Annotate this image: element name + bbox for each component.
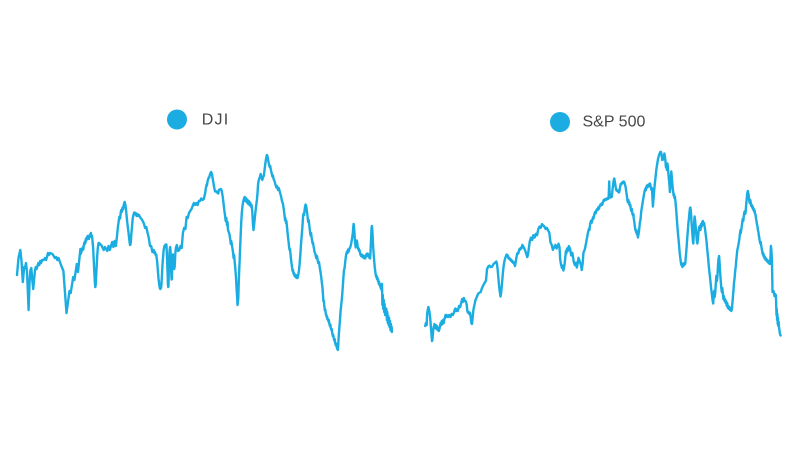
svg-text:DJI: DJI — [202, 112, 230, 129]
svg-text:S&P 500: S&P 500 — [583, 114, 646, 131]
